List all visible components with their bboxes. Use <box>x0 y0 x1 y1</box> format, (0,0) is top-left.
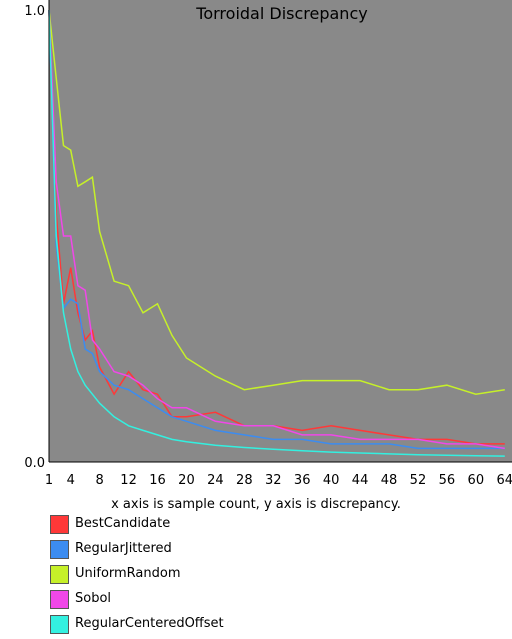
y-tick-label: 0.0 <box>24 456 45 471</box>
x-tick-label: 12 <box>120 473 137 488</box>
x-tick-label: 60 <box>468 473 485 488</box>
x-tick-label: 8 <box>96 473 104 488</box>
plot-area <box>49 0 512 462</box>
axis-ticks: 1 4 8 12 16 20 24 28 32 36 40 44 48 52 56 60 640.01.0 <box>24 4 512 488</box>
x-tick-label: 64 <box>496 473 512 488</box>
legend-label: BestCandidate <box>75 516 171 531</box>
x-tick-label: 4 <box>67 473 75 488</box>
legend-label: Sobol <box>75 591 112 606</box>
legend-label: RegularJittered <box>75 541 172 556</box>
legend-swatch <box>50 565 69 584</box>
series-line-RegularJittered <box>48 9 505 450</box>
legend-swatch <box>50 540 69 559</box>
legend-label: UniformRandom <box>75 566 181 581</box>
series-lines <box>48 9 505 457</box>
x-tick-label: 16 <box>149 473 166 488</box>
x-tick-label: 56 <box>439 473 456 488</box>
x-tick-label: 24 <box>207 473 224 488</box>
series-line-UniformRandom <box>48 9 505 395</box>
x-tick-label: 40 <box>323 473 340 488</box>
x-tick-label: 36 <box>294 473 311 488</box>
x-tick-label: 1 <box>45 473 53 488</box>
x-tick-label: 28 <box>236 473 253 488</box>
x-tick-label: 20 <box>178 473 195 488</box>
series-line-RegularCenteredOffset <box>48 9 505 457</box>
x-tick-label: 32 <box>265 473 282 488</box>
legend-label: RegularCenteredOffset <box>75 616 224 631</box>
series-line-Sobol <box>48 9 505 450</box>
legend-swatch <box>50 515 69 534</box>
x-tick-label: 48 <box>381 473 398 488</box>
y-tick-label: 1.0 <box>24 4 45 19</box>
x-axis-label: x axis is sample count, y axis is discre… <box>111 497 401 512</box>
x-tick-label: 52 <box>410 473 427 488</box>
legend-swatch <box>50 590 69 609</box>
legend-swatch <box>50 615 69 634</box>
chart-title: Torroidal Discrepancy <box>195 4 367 23</box>
x-tick-label: 44 <box>352 473 369 488</box>
